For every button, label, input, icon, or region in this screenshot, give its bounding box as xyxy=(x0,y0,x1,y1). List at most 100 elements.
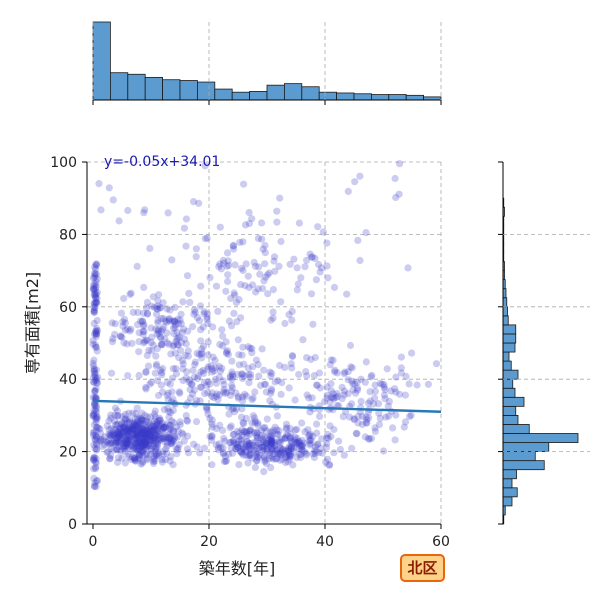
scatter-point xyxy=(159,434,167,442)
scatter-point xyxy=(157,340,165,348)
scatter-point xyxy=(179,365,187,373)
scatter-point xyxy=(144,435,152,443)
scatter-point xyxy=(270,442,279,450)
scatter-point xyxy=(362,413,370,421)
scatter-point xyxy=(171,318,179,326)
scatter-point xyxy=(223,262,231,270)
scatter-point xyxy=(295,444,303,452)
scatter-point xyxy=(158,458,166,466)
scatter-point xyxy=(290,443,298,451)
scatter-point xyxy=(238,351,246,359)
scatter-point xyxy=(286,435,294,443)
scatter-point xyxy=(92,330,100,338)
scatter-point xyxy=(142,336,150,344)
scatter-point xyxy=(116,424,124,432)
scatter-point xyxy=(282,454,290,462)
scatter-point xyxy=(182,340,190,348)
x-hist-bar xyxy=(127,73,146,101)
scatter-point xyxy=(93,288,101,296)
scatter-point xyxy=(306,408,314,416)
scatter-point xyxy=(201,162,209,170)
scatter-point xyxy=(275,262,283,270)
scatter-point xyxy=(268,369,276,377)
scatter-point xyxy=(252,448,260,456)
scatter-point xyxy=(267,440,275,448)
scatter-point xyxy=(220,259,228,267)
scatter-point xyxy=(144,431,152,439)
scatter-point xyxy=(261,456,269,464)
scatter-point xyxy=(315,449,323,457)
scatter-point xyxy=(293,286,301,294)
scatter-point xyxy=(338,383,346,391)
scatter-point xyxy=(214,396,222,404)
scatter-point xyxy=(324,434,333,442)
scatter-point xyxy=(154,440,162,448)
scatter-point xyxy=(226,374,234,382)
scatter-point xyxy=(143,426,151,434)
scatter-point xyxy=(142,443,150,451)
scatter-point xyxy=(93,412,101,420)
scatter-point xyxy=(194,372,202,380)
scatter-point xyxy=(297,274,305,282)
scatter-point xyxy=(135,329,143,337)
scatter-point xyxy=(172,338,180,346)
scatter-point xyxy=(268,444,276,452)
scatter-point xyxy=(260,438,268,446)
scatter-point xyxy=(216,367,225,375)
scatter-point xyxy=(219,450,227,458)
scatter-point xyxy=(220,385,228,394)
scatter-point xyxy=(209,323,217,331)
scatter-point xyxy=(158,429,166,437)
scatter-point xyxy=(140,420,148,428)
scatter-point xyxy=(147,432,155,440)
scatter-point xyxy=(140,322,148,330)
scatter-point xyxy=(225,410,233,418)
scatter-point xyxy=(316,412,324,420)
scatter-point xyxy=(145,426,153,434)
scatter-point xyxy=(212,363,220,372)
scatter-point xyxy=(154,428,162,436)
scatter-point xyxy=(93,324,101,332)
scatter-point xyxy=(124,419,132,427)
scatter-point xyxy=(163,329,171,337)
scatter-point xyxy=(239,266,247,274)
scatter-point xyxy=(284,451,292,459)
scatter-point xyxy=(120,339,128,347)
scatter-point xyxy=(374,400,383,408)
scatter-point xyxy=(358,412,366,420)
scatter-point xyxy=(400,423,408,431)
scatter-point xyxy=(115,442,123,450)
scatter-point xyxy=(151,369,159,377)
scatter-point xyxy=(135,454,143,462)
scatter-point xyxy=(368,371,376,379)
scatter-point xyxy=(108,319,116,327)
scatter-point xyxy=(157,314,165,322)
scatter-point xyxy=(132,457,140,465)
scatter-point xyxy=(208,420,216,428)
scatter-point xyxy=(352,429,360,437)
scatter-point xyxy=(140,283,148,291)
scatter-point xyxy=(304,426,312,434)
scatter-point xyxy=(239,343,247,351)
scatter-point xyxy=(141,438,149,446)
scatter-point xyxy=(314,440,322,448)
scatter-point xyxy=(174,334,182,342)
scatter-point xyxy=(121,440,129,448)
scatter-point xyxy=(133,435,141,443)
scatter-point xyxy=(277,390,285,398)
scatter-point xyxy=(117,309,125,317)
scatter-point xyxy=(125,427,133,435)
y-hist-bar xyxy=(502,297,508,308)
scatter-point xyxy=(228,381,236,389)
scatter-point xyxy=(92,483,100,491)
scatter-point xyxy=(277,451,285,459)
scatter-point xyxy=(92,408,100,416)
scatter-point xyxy=(92,298,100,306)
scatter-point xyxy=(254,434,262,442)
scatter-point xyxy=(200,369,208,377)
scatter-point xyxy=(169,324,177,332)
scatter-point xyxy=(90,306,98,314)
scatter-point xyxy=(148,302,156,310)
scatter-point xyxy=(307,355,315,363)
scatter-point xyxy=(124,425,133,433)
